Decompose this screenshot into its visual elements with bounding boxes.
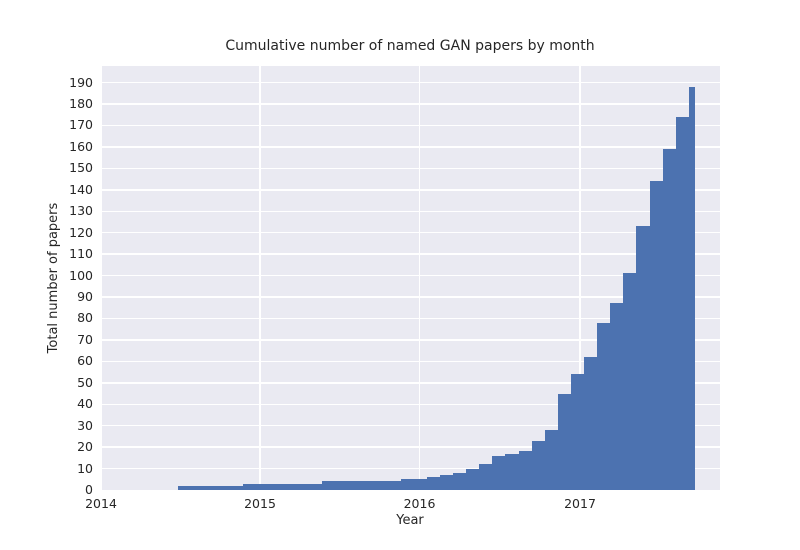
y-tick-label-180: 180 bbox=[69, 96, 93, 112]
gridline-h-180 bbox=[100, 103, 720, 105]
bar-2016-07 bbox=[492, 455, 506, 490]
y-tick-label-90: 90 bbox=[77, 289, 93, 305]
bar-2015-03 bbox=[282, 483, 297, 490]
bar-2015-11 bbox=[387, 481, 401, 490]
bar-2014-11 bbox=[230, 485, 244, 490]
gridline-v-2015 bbox=[259, 66, 261, 490]
y-tick-label-10: 10 bbox=[77, 460, 93, 476]
bar-2014-12 bbox=[243, 483, 257, 490]
y-tick-label-160: 160 bbox=[69, 138, 93, 154]
bar-2016-01 bbox=[413, 479, 428, 490]
bar-2017-05 bbox=[623, 273, 637, 490]
bar-2016-10 bbox=[531, 440, 545, 490]
bar-2016-09 bbox=[518, 451, 532, 490]
y-tick-label-30: 30 bbox=[77, 417, 93, 433]
x-tick-label-2015: 2015 bbox=[244, 496, 276, 511]
y-tick-label-170: 170 bbox=[69, 117, 93, 133]
bar-2015-06 bbox=[322, 481, 336, 490]
gridline-v-2017 bbox=[579, 66, 581, 490]
bar-2015-04 bbox=[295, 483, 310, 490]
x-tick-label-2017: 2017 bbox=[564, 496, 596, 511]
y-tick-label-70: 70 bbox=[77, 331, 93, 347]
bar-2014-08 bbox=[191, 485, 205, 490]
x-axis-label: Year bbox=[396, 513, 424, 528]
y-tick-label-50: 50 bbox=[77, 374, 93, 390]
gridline-h-90 bbox=[100, 296, 720, 298]
gridline-h-70 bbox=[100, 339, 720, 341]
chart-title: Cumulative number of named GAN papers by… bbox=[225, 38, 595, 54]
plot-area bbox=[100, 66, 720, 490]
bar-2016-03 bbox=[439, 475, 454, 490]
gridline-h-140 bbox=[100, 189, 720, 191]
bar-2017-02 bbox=[584, 357, 598, 490]
gridline-h-170 bbox=[100, 124, 720, 127]
bar-2014-10 bbox=[217, 485, 231, 490]
y-tick-label-80: 80 bbox=[77, 310, 93, 326]
bar-2015-08 bbox=[348, 481, 362, 490]
gridline-h-20 bbox=[100, 446, 720, 448]
y-tick-label-20: 20 bbox=[77, 439, 93, 455]
gridline-v-2016 bbox=[418, 66, 421, 490]
gridline-h-40 bbox=[100, 403, 720, 405]
gridline-h-110 bbox=[100, 253, 720, 255]
gridline-h-80 bbox=[100, 317, 720, 320]
bar-2016-04 bbox=[453, 472, 467, 490]
gridline-h-160 bbox=[100, 146, 720, 148]
bar-2017-07 bbox=[649, 181, 663, 490]
gridline-h-50 bbox=[100, 382, 720, 384]
y-tick-label-140: 140 bbox=[69, 181, 93, 197]
bar-2016-06 bbox=[479, 464, 493, 490]
gridline-h-120 bbox=[100, 232, 720, 234]
y-tick-label-190: 190 bbox=[69, 74, 93, 90]
bar-2016-02 bbox=[426, 477, 441, 490]
bar-2015-07 bbox=[335, 481, 349, 490]
bar-2016-12 bbox=[557, 393, 572, 490]
bar-2015-10 bbox=[374, 481, 388, 490]
y-tick-label-130: 130 bbox=[69, 203, 93, 219]
y-tick-label-100: 100 bbox=[69, 267, 93, 283]
bar-2016-11 bbox=[544, 429, 559, 490]
bar-2015-05 bbox=[308, 483, 323, 490]
gridline-h-10 bbox=[100, 467, 720, 470]
y-tick-label-60: 60 bbox=[77, 353, 93, 369]
y-tick-label-0: 0 bbox=[85, 482, 93, 497]
bar-2016-08 bbox=[505, 453, 519, 490]
bar-2017-10 bbox=[688, 86, 696, 490]
y-tick-label-40: 40 bbox=[77, 396, 93, 412]
gridline-h-130 bbox=[100, 210, 720, 212]
bar-2016-05 bbox=[466, 468, 480, 490]
gridline-v-2014 bbox=[100, 66, 102, 490]
bar-2015-01 bbox=[256, 483, 270, 490]
bar-2017-03 bbox=[597, 322, 611, 490]
gridline-h-190 bbox=[100, 81, 720, 84]
bar-2017-09 bbox=[675, 116, 690, 490]
bar-2017-08 bbox=[662, 149, 676, 490]
gridline-h-150 bbox=[100, 167, 720, 170]
x-tick-label-2014: 2014 bbox=[85, 496, 117, 511]
bar-2014-07 bbox=[177, 485, 192, 490]
y-tick-label-150: 150 bbox=[69, 160, 93, 176]
x-tick-label-2016: 2016 bbox=[403, 496, 436, 511]
bar-2015-02 bbox=[269, 483, 283, 490]
bar-2014-09 bbox=[204, 485, 218, 490]
bar-2015-12 bbox=[400, 479, 414, 490]
bar-2017-01 bbox=[570, 374, 585, 490]
gridline-h-100 bbox=[100, 274, 720, 277]
y-tick-label-110: 110 bbox=[69, 246, 93, 262]
bar-2015-09 bbox=[361, 481, 375, 490]
y-tick-label-120: 120 bbox=[69, 224, 93, 240]
gridline-h-60 bbox=[100, 360, 720, 363]
gridline-h-30 bbox=[100, 424, 720, 427]
bar-2017-04 bbox=[610, 303, 624, 490]
bar-2017-06 bbox=[636, 226, 650, 490]
